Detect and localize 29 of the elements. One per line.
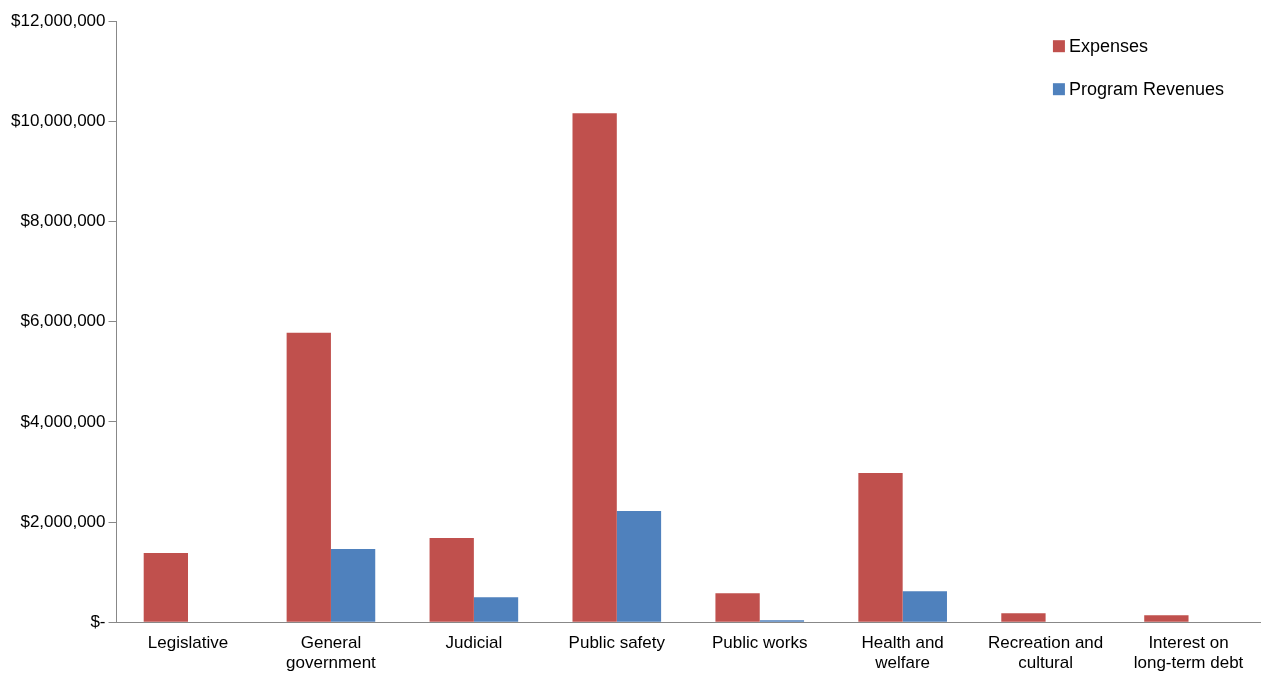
y-tick-label: $8,000,000 xyxy=(20,211,106,231)
y-tick-label: $2,000,000 xyxy=(20,511,106,531)
bar xyxy=(572,113,617,622)
bar xyxy=(1001,613,1046,622)
bar xyxy=(902,591,947,622)
y-tick-label: $6,000,000 xyxy=(20,311,106,331)
x-tick-label: Recreation and cultural xyxy=(987,633,1104,673)
bar xyxy=(858,472,903,622)
x-tick-label: General government xyxy=(286,633,377,673)
x-tick-label: Public works xyxy=(712,633,808,653)
x-tick-label: Public safety xyxy=(568,633,666,653)
bar xyxy=(429,538,474,622)
bar xyxy=(473,597,519,622)
bar xyxy=(616,511,662,622)
y-tick-label: $12,000,000 xyxy=(10,10,106,30)
y-tick-label: $4,000,000 xyxy=(20,411,106,431)
bar xyxy=(330,549,376,622)
x-tick-label: Health and welfare xyxy=(861,633,944,673)
y-tick-label: $- xyxy=(90,611,106,631)
x-tick-label: Judicial xyxy=(445,633,503,653)
y-tick-label: $10,000,000 xyxy=(10,111,106,131)
bar xyxy=(143,553,188,622)
bar xyxy=(1144,615,1189,622)
bar xyxy=(286,332,331,622)
bar xyxy=(715,593,760,622)
x-tick-label: Legislative xyxy=(147,633,229,653)
legend-label: Program Revenues xyxy=(1068,79,1224,100)
legend-label: Expenses xyxy=(1068,36,1148,57)
x-tick-label: Interest on long-term debt xyxy=(1133,633,1244,673)
